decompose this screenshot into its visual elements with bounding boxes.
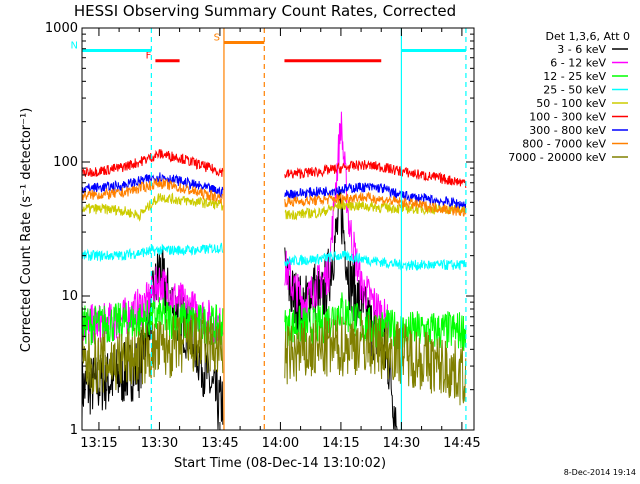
- series-5-line: [81, 149, 467, 189]
- legend-label-5: 100 - 300 keV: [529, 111, 606, 124]
- legend-label-6: 300 - 800 keV: [529, 124, 606, 137]
- series-2-line: [81, 292, 467, 352]
- timestamp: 8-Dec-2014 19:14: [564, 468, 636, 477]
- series-3-line: [81, 242, 467, 272]
- x-tick-label-5: 14:30: [383, 436, 420, 451]
- x-tick-label-4: 14:15: [322, 436, 359, 451]
- plot-frame: [81, 27, 475, 431]
- flag-label-0: F: [146, 51, 152, 62]
- chart-title: HESSI Observing Summary Count Rates, Cor…: [74, 2, 456, 20]
- y-tick-label-2: 100: [53, 155, 78, 170]
- series-0-line: [81, 186, 398, 431]
- flag-layer: F N S: [71, 28, 467, 430]
- x-tick-label-6: 14:45: [443, 436, 480, 451]
- y-tick-label-0: 1: [70, 423, 78, 438]
- y-tick-label-1: 10: [61, 289, 78, 304]
- legend-label-2: 12 - 25 keV: [543, 70, 606, 83]
- series-layer: [81, 111, 467, 431]
- x-tick-label-1: 13:30: [141, 436, 178, 451]
- legend-label-4: 50 - 100 keV: [536, 97, 606, 110]
- x-tick-label-2: 13:45: [201, 436, 238, 451]
- x-axis-label: Start Time (08-Dec-14 13:10:02): [174, 456, 386, 471]
- y-axis-label: Corrected Count Rate (s⁻¹ detector⁻¹): [19, 108, 34, 353]
- flag-label-2: S: [214, 32, 220, 43]
- legend-label-0: 3 - 6 keV: [557, 43, 606, 56]
- x-tick-label-3: 14:00: [262, 436, 299, 451]
- flag-label-1: N: [71, 40, 78, 51]
- legend-label-8: 7000 - 20000 keV: [508, 151, 606, 164]
- legend-label-7: 800 - 7000 keV: [522, 138, 606, 151]
- series-6-line: [81, 172, 467, 210]
- y-tick-label-3: 1000: [45, 21, 78, 36]
- series-7-line: [81, 178, 467, 217]
- legend-label-1: 6 - 12 keV: [550, 57, 606, 70]
- axes-layer: 1 10 100 1000 13:15 13:30 13:45 14:00 14:15 14:30…: [45, 21, 481, 451]
- series-4-line: [81, 192, 467, 222]
- legend-label-3: 25 - 50 keV: [543, 84, 606, 97]
- legend-header: Det 1,3,6, Att 0: [546, 30, 630, 43]
- x-tick-label-0: 13:15: [80, 436, 117, 451]
- series-8-line: [81, 312, 467, 406]
